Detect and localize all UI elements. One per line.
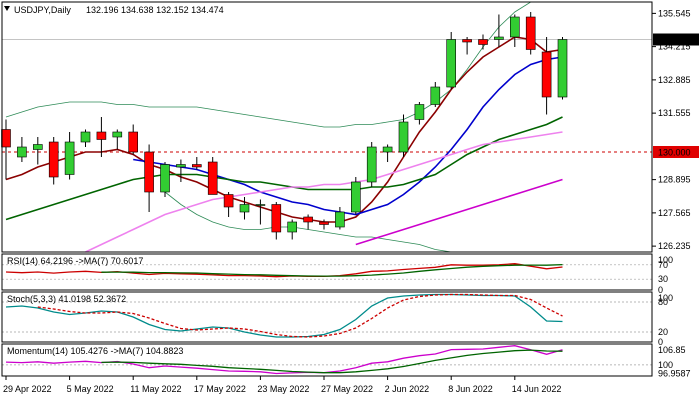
candle-body — [112, 131, 123, 138]
ma-line-3 — [5, 116, 563, 221]
x-tick-label: 8 Jun 2022 — [448, 384, 493, 394]
candle-body — [223, 194, 234, 208]
candle-body — [446, 39, 457, 88]
indicator-line-3-1 — [5, 345, 563, 375]
last-price-tag — [653, 33, 699, 46]
candle-body — [366, 146, 377, 183]
ma-line-4 — [85, 131, 563, 253]
indicator-y-tick-label: 80 — [658, 297, 668, 307]
candle-body — [541, 51, 552, 98]
panel-frame-2 — [1, 291, 653, 343]
indicator-y-tick-label: 0 — [658, 285, 663, 295]
y-tick-label: 128.895 — [658, 175, 691, 185]
candle-body — [287, 221, 298, 233]
candle-body — [48, 141, 59, 178]
indicator-line-2-2 — [37, 293, 563, 338]
candle-body — [17, 146, 27, 158]
candle-body — [144, 151, 154, 193]
indicator-title: RSI(14) 64.2196 ->MA(7) 70.6017 — [7, 256, 143, 266]
indicator-y-tick-label: 96.9587 — [658, 368, 691, 378]
x-tick-label: 17 May 2022 — [194, 384, 246, 394]
indicator-y-tick-label: 106.85 — [658, 345, 686, 355]
panel-frame-1 — [1, 253, 653, 291]
x-tick-label: 2 Jun 2022 — [385, 384, 430, 394]
y-tick-label: 131.555 — [658, 108, 691, 118]
candle-body — [207, 161, 218, 195]
candle-body — [1, 129, 11, 148]
x-tick-label: 29 Apr 2022 — [3, 384, 52, 394]
candle-body — [557, 39, 568, 98]
level-label: 130.000 — [658, 148, 691, 158]
candle-body — [64, 141, 75, 175]
candle-body — [414, 104, 425, 120]
candle-body — [462, 39, 472, 43]
candle-body — [255, 204, 266, 206]
candle-body — [32, 144, 43, 150]
candle-body — [319, 221, 329, 225]
label-layer: 135.545 134.215 132.885 131.555 128.895 127.5… — [3, 5, 691, 394]
indicator-y-tick-label: 100 — [658, 255, 673, 265]
chart-title: USDJPY,Daily — [14, 5, 71, 15]
candle-body — [350, 181, 361, 213]
candle-body — [525, 16, 536, 50]
y-tick-label: 132.885 — [658, 75, 691, 85]
indicator-y-tick-label: 30 — [658, 274, 668, 284]
candle-body — [192, 164, 202, 168]
dropdown-triangle-icon — [4, 6, 10, 11]
candle-body — [271, 204, 282, 233]
indicator-y-tick-label: 100 — [658, 360, 673, 370]
ma-line-5 — [355, 178, 563, 246]
indicator-title: Momentum(14) 105.4276 ->MA(7) 104.8823 — [7, 346, 183, 356]
indicator-line-2-1 — [5, 293, 563, 338]
indicator-y-tick-label: 20 — [658, 327, 668, 337]
y-tick-label: 134.215 — [658, 42, 691, 52]
indicator-line-3-2 — [101, 349, 563, 374]
candle-body — [160, 164, 170, 193]
panel-frames — [1, 1, 653, 377]
candle-body — [478, 39, 488, 45]
candle-body — [96, 131, 107, 140]
candle-body — [398, 121, 409, 153]
candle-body — [128, 131, 138, 153]
indicator-y-tick-label: 100 — [658, 293, 673, 303]
indicator-y-tick-label: 70 — [658, 260, 668, 270]
x-tick-label: 14 Jun 2022 — [512, 384, 562, 394]
level-line-layer — [2, 33, 699, 158]
indicator-title: Stoch(5,3,3) 41.0198 52.3672 — [7, 294, 126, 304]
indicator-line-1-1 — [5, 263, 563, 278]
moving-average-layer — [5, 36, 563, 253]
last-price-label: 134.474 — [658, 35, 691, 45]
x-tick-label: 11 May 2022 — [130, 384, 181, 394]
x-tick-label: 23 May 2022 — [257, 384, 309, 394]
y-tick-label: 127.565 — [658, 208, 691, 218]
candle-body — [176, 164, 186, 168]
x-tick-label: 27 May 2022 — [321, 384, 373, 394]
ma-line-2 — [133, 56, 563, 216]
candle-body — [430, 86, 441, 105]
indicator-y-tick-label: 0 — [658, 337, 663, 347]
y-tick-label: 126.235 — [658, 241, 691, 251]
band-upper-line — [5, 1, 563, 128]
candle-body — [335, 211, 345, 228]
panel-frame-3 — [1, 343, 653, 377]
ma-line-1 — [5, 36, 563, 223]
indicator-line-1-2 — [101, 263, 563, 277]
candle-body — [80, 131, 91, 143]
candle-body — [509, 16, 520, 38]
candle-body — [239, 204, 250, 213]
indicator-layer — [5, 263, 563, 375]
candle-body — [494, 36, 504, 40]
candlestick-layer — [1, 12, 568, 240]
panel-frame-0 — [1, 1, 653, 253]
y-tick-label: 135.545 — [658, 8, 691, 18]
level-tag — [653, 146, 699, 158]
x-tick-label: 5 May 2022 — [67, 384, 114, 394]
candle-body — [303, 216, 313, 223]
candle-body — [382, 146, 393, 153]
ohlc-readout: 132.196 134.638 132.152 134.474 — [86, 5, 224, 15]
